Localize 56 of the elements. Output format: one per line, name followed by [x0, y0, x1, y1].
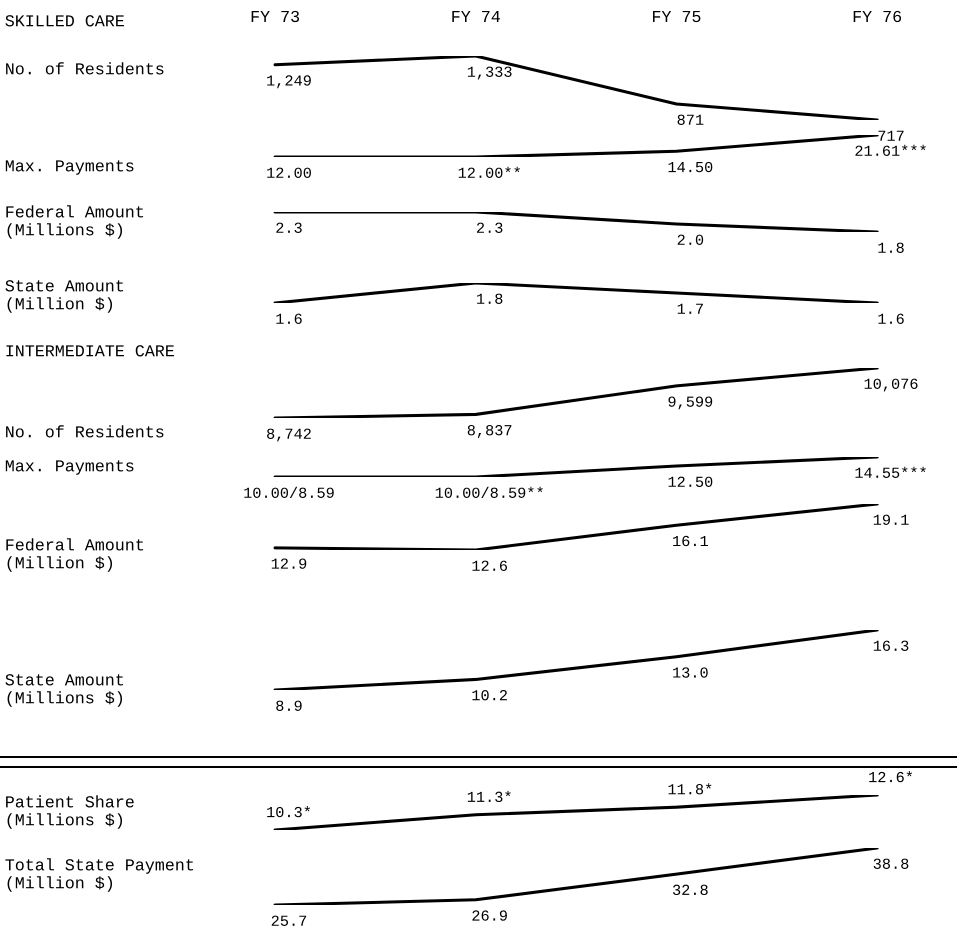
- data-label: 11.3*: [468, 790, 511, 802]
- data-label: 10.00/8.59**: [436, 486, 543, 498]
- data-label: 12.50: [668, 476, 712, 487]
- data-label: 12.00: [267, 168, 311, 178]
- x-tick-label: FY 76: [854, 10, 902, 22]
- data-label: 12.00**: [458, 166, 520, 178]
- data-label: 2.3: [476, 222, 502, 233]
- data-label: 2.3: [276, 222, 302, 233]
- data-label: 8,837: [468, 425, 512, 438]
- data-label: 11.8*: [668, 783, 712, 794]
- data-label: 1.8: [477, 294, 502, 304]
- data-label: 1.6: [878, 314, 904, 324]
- data-label: 16.3: [874, 640, 908, 651]
- chart-title: SKILLED CARE: [5, 15, 124, 26]
- data-label: 871: [678, 114, 704, 125]
- x-tick-label: FY 74: [452, 11, 500, 22]
- x-tick-label: FY 75: [653, 11, 700, 22]
- data-label: 1,249: [267, 75, 311, 88]
- chart-title: INTERMEDIATE CARE: [6, 345, 174, 356]
- data-label: 717: [878, 130, 904, 141]
- data-label: 19.1: [874, 514, 909, 525]
- y-axis-title: Max. Payments: [6, 460, 134, 475]
- data-label: 12.6: [472, 560, 508, 571]
- y-axis-title: Patient Share (Millions $): [6, 795, 134, 829]
- data-label: 13.0: [673, 667, 708, 678]
- data-label: 14.55***: [855, 466, 926, 478]
- data-label: 1.7: [678, 304, 703, 314]
- y-axis-title: Federal Amount (Millions $): [6, 205, 144, 239]
- data-label: 32.8: [672, 884, 708, 896]
- y-axis-title: Total State Payment (Million $): [5, 858, 194, 892]
- data-label: 8.9: [276, 700, 302, 711]
- data-label: 10.3*: [267, 806, 310, 818]
- data-label: 26.9: [472, 910, 507, 921]
- y-axis-title: No. of Residents: [6, 62, 164, 75]
- data-label: 14.50: [668, 162, 712, 172]
- data-label: 1.8: [878, 242, 904, 253]
- data-label: 12.6*: [869, 771, 912, 782]
- y-axis-title: Federal Amount (Million $): [6, 538, 144, 572]
- data-label: 12.9: [272, 558, 306, 569]
- data-label: 1,333: [468, 66, 512, 80]
- data-label: 8,742: [267, 428, 311, 442]
- data-label: 10.00/8.59: [244, 486, 334, 498]
- data-label: 2.0: [678, 234, 704, 245]
- data-label: 10,076: [864, 378, 918, 392]
- data-label: 16.1: [673, 536, 708, 546]
- y-axis-title: No. of Residents: [6, 425, 164, 438]
- data-label: 1.6: [276, 314, 302, 324]
- y-axis-title: State Amount (Million $): [5, 280, 124, 313]
- data-label: 10.2: [472, 690, 507, 700]
- data-label: 38.8: [874, 858, 908, 869]
- data-label: 21.61***: [855, 144, 926, 156]
- data-label: 9,599: [668, 396, 712, 410]
- x-tick-label: FY 73: [252, 10, 300, 22]
- data-label: 25.7: [272, 916, 306, 926]
- y-axis-title: Max. Payments: [6, 160, 134, 175]
- y-axis-title: State Amount (Millions $): [5, 674, 124, 707]
